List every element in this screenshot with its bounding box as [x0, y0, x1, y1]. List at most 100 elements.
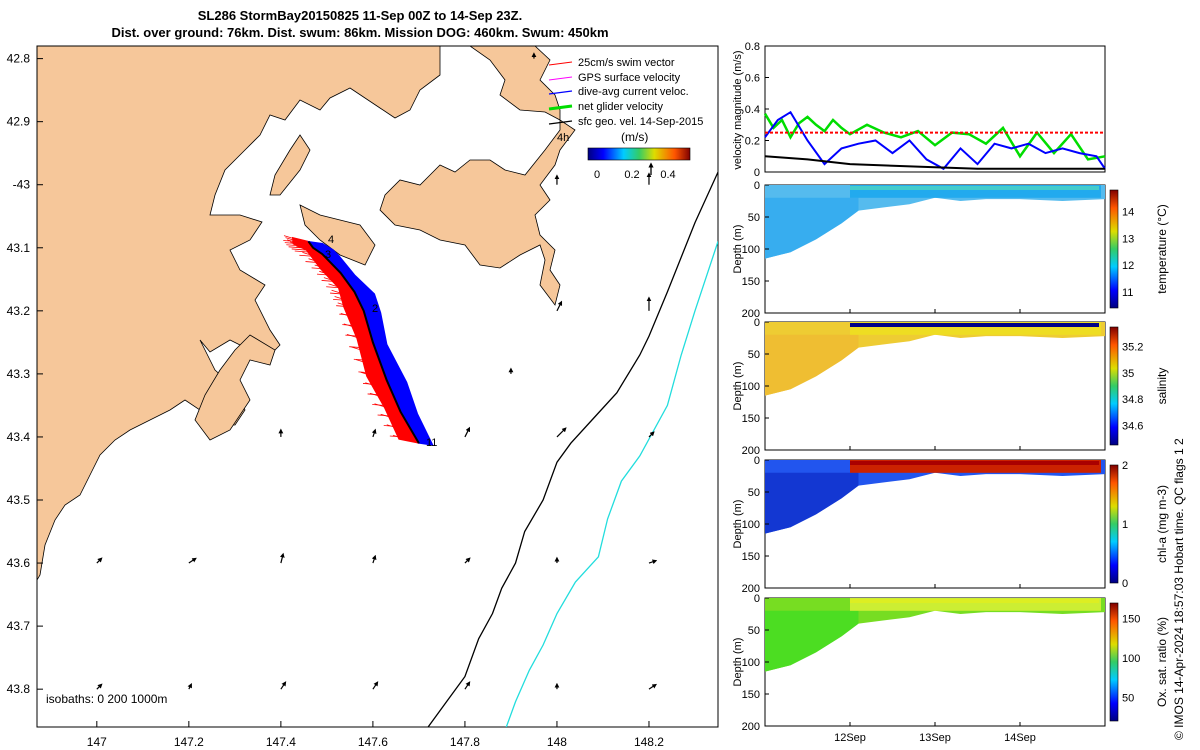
swim-vector: [284, 242, 311, 246]
figure-subtitle: Dist. over ground: 76km. Dist. swum: 86k…: [111, 25, 609, 40]
chla-y-tick-label: 200: [742, 583, 760, 595]
swim-vector: [299, 254, 326, 258]
chla-y-tick-label: 0: [754, 455, 760, 467]
chla-colorbar-tick: 1: [1122, 519, 1128, 531]
salinity-colorbar-tick: 35: [1122, 368, 1134, 380]
colorbar-tick-1: 0.2: [624, 169, 639, 181]
swim-vector: [333, 298, 360, 302]
swim-vector: [358, 371, 385, 375]
map-x-tick-label: 147: [87, 735, 107, 749]
map-y-tick-label: 43.2: [7, 304, 31, 318]
depth-x-tick-label: 13Sep: [919, 732, 951, 744]
oxygen-colorbar-tick: 50: [1122, 692, 1134, 704]
sfc-geo-vector: [648, 431, 655, 438]
time-scale-label: 4h: [557, 132, 569, 144]
chla-section-deep: [765, 472, 859, 534]
map-y-tick-label: 43.1: [7, 241, 31, 255]
legend-label-net: net glider velocity: [578, 101, 663, 113]
oxygen-colorbar-label: Ox. sat. ratio (%): [1155, 617, 1169, 707]
velocity-y-tick-label: 0.2: [745, 136, 760, 148]
chla-y-tick-label: 50: [748, 487, 760, 499]
salinity-y-tick-label: 200: [742, 445, 760, 457]
velocity-axes: [764, 45, 1106, 173]
map-x-tick-label: 147.2: [174, 735, 204, 749]
map-y-tick-label: 43.7: [7, 619, 31, 633]
isobath-note: isobaths: 0 200 1000m: [46, 692, 167, 706]
salinity-panel: 0 50 100 150 200 Depth (m) 35.2 35 34.8 34.6 salin…: [732, 317, 1169, 457]
credit-text: © IMOS 14-Apr-2024 18:57:03 Hobart time.…: [1172, 438, 1186, 740]
land-layer: [37, 46, 576, 581]
temperature-y-tick-label: 100: [742, 244, 760, 256]
track-label-4: 4: [328, 234, 334, 246]
swim-vector: [326, 286, 353, 290]
oxygen-y-tick-label: 0: [754, 593, 760, 605]
sfc-geo-vector: [648, 559, 658, 565]
temperature-panel: 0 50 100 150 200 Depth (m) 14 13 12 11 temperature…: [732, 180, 1169, 320]
map-x-tick-label: 147.6: [358, 735, 388, 749]
land-bruny-island: [194, 334, 276, 441]
oxygen-y-tick-label: 100: [742, 657, 760, 669]
chla-surface-band: [850, 461, 1099, 465]
temperature-colorbar-tick: 13: [1122, 233, 1134, 245]
sfc-geo-vector: [556, 300, 563, 312]
sfc-geo-vector: [279, 552, 285, 564]
map-x-tick-label: 148: [547, 735, 567, 749]
legend-swatch-swim: [548, 61, 573, 66]
oxygen-panel: 0 50 100 150 200 Depth (m) 150 100 50 Ox. sat. ra…: [732, 593, 1169, 733]
legend-label-geo: sfc geo. vel. 14-Sep-2015: [578, 116, 703, 128]
velocity-y-ticks: 0 0.2 0.4 0.6 0.8: [745, 41, 769, 179]
sfc-geo-vector: [464, 681, 471, 690]
map-y-tick-label: 42.8: [7, 52, 31, 66]
temperature-ylabel: Depth (m): [732, 225, 744, 274]
salinity-section-deep: [765, 334, 859, 396]
swim-vector: [351, 346, 378, 356]
swim-vector: [353, 358, 380, 362]
temperature-surface-band: [850, 186, 1099, 190]
temperature-section-deep: [765, 197, 859, 259]
chla-colorbar-tick: 2: [1122, 460, 1128, 472]
map-x-tick-label: 147.8: [450, 735, 480, 749]
velocity-series-line: [763, 113, 1106, 161]
legend-swatch-geo: [548, 120, 573, 125]
sfc-geo-vector: [96, 683, 103, 690]
swim-vector: [377, 414, 404, 418]
oxygen-y-tick-label: 200: [742, 721, 760, 733]
temperature-y-tick-label: 150: [742, 276, 760, 288]
map-x-tick-label: 148.2: [634, 735, 664, 749]
salinity-y-tick-label: 0: [754, 317, 760, 329]
swim-vector: [291, 248, 318, 252]
oxygen-y-tick-label: 150: [742, 689, 760, 701]
oxygen-ylabel: Depth (m): [732, 638, 744, 687]
temperature-y-tick-label: 200: [742, 308, 760, 320]
chla-colorbar: [1109, 464, 1119, 584]
sfc-geo-vector: [280, 681, 287, 690]
sfc-geo-vector: [187, 683, 192, 690]
oxygen-surface-band: [850, 599, 1099, 603]
isobath-1000m-line: [505, 241, 718, 727]
sfc-geo-vector: [556, 427, 567, 438]
chla-panel: 0 50 100 150 200 Depth (m) 2 1 0 chl-a (mg m-3): [732, 455, 1169, 595]
swim-vector: [349, 346, 376, 350]
chla-colorbar-tick: 0: [1122, 578, 1128, 590]
temperature-y-tick-label: 0: [754, 180, 760, 192]
swim-vector: [294, 250, 321, 254]
colorbar-tick-2: 0.4: [660, 169, 675, 181]
swim-vector: [321, 280, 348, 283]
swim-vector: [283, 240, 310, 243]
velocity-panel: 0 0.2 0.4 0.6 0.8 velocity magnitude (m/s): [732, 41, 1106, 179]
legend-swatch-gps: [548, 76, 573, 81]
oxygen-colorbar: [1109, 602, 1119, 722]
swim-vector: [345, 334, 372, 338]
swim-vector: [329, 292, 357, 296]
sfc-geo-vector: [371, 554, 377, 564]
legend-label-current: dive-avg current veloc.: [578, 86, 689, 98]
velocity-ylabel: velocity magnitude (m/s): [732, 50, 744, 169]
legend-swatch-current: [548, 90, 573, 95]
temperature-colorbar-tick: 14: [1122, 206, 1134, 218]
velocity-series-line: [764, 155, 1105, 170]
swim-vector: [372, 404, 399, 407]
sfc-geo-vector: [372, 681, 379, 690]
map-y-tick-label: 43.4: [7, 430, 31, 444]
